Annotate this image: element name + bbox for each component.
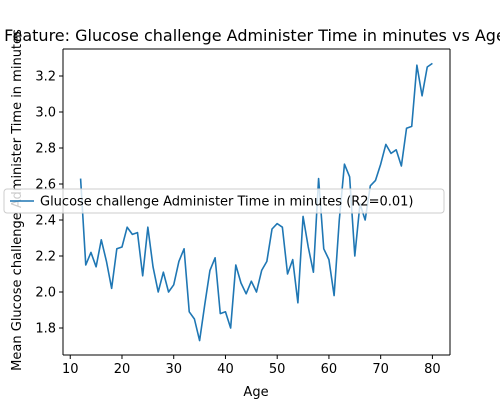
chart-title: Feature: Glucose challenge Administer Ti… [4,26,500,45]
y-tick-label: 2.8 [35,142,56,157]
y-tick-label: 3.2 [35,70,56,85]
y-tick-label: 2.2 [35,250,56,265]
x-tick-label: 80 [424,362,441,377]
x-tick-label: 70 [372,362,389,377]
x-tick-label: 30 [165,362,182,377]
series-line-0 [79,62,433,342]
legend-label: Glucose challenge Administer Time in min… [40,195,413,210]
x-axis-ticks: 10 20 30 40 50 60 70 80 [62,355,441,377]
x-axis-label: Age [243,385,268,400]
y-tick-label: 2.4 [35,214,56,229]
plot-area [79,62,433,342]
y-tick-label: 2.0 [35,286,56,301]
x-tick-label: 20 [114,362,131,377]
x-tick-label: 40 [217,362,234,377]
x-tick-label: 60 [321,362,338,377]
legend-frame [3,188,445,214]
legend: Glucose challenge Administer Time in min… [3,188,445,214]
y-tick-label: 1.8 [35,322,56,337]
y-axis-ticks: 1.82.02.22.42.62.83.03.2 [35,70,63,337]
x-tick-label: 50 [269,362,286,377]
y-tick-label: 3.0 [35,106,56,121]
x-tick-label: 10 [62,362,79,377]
